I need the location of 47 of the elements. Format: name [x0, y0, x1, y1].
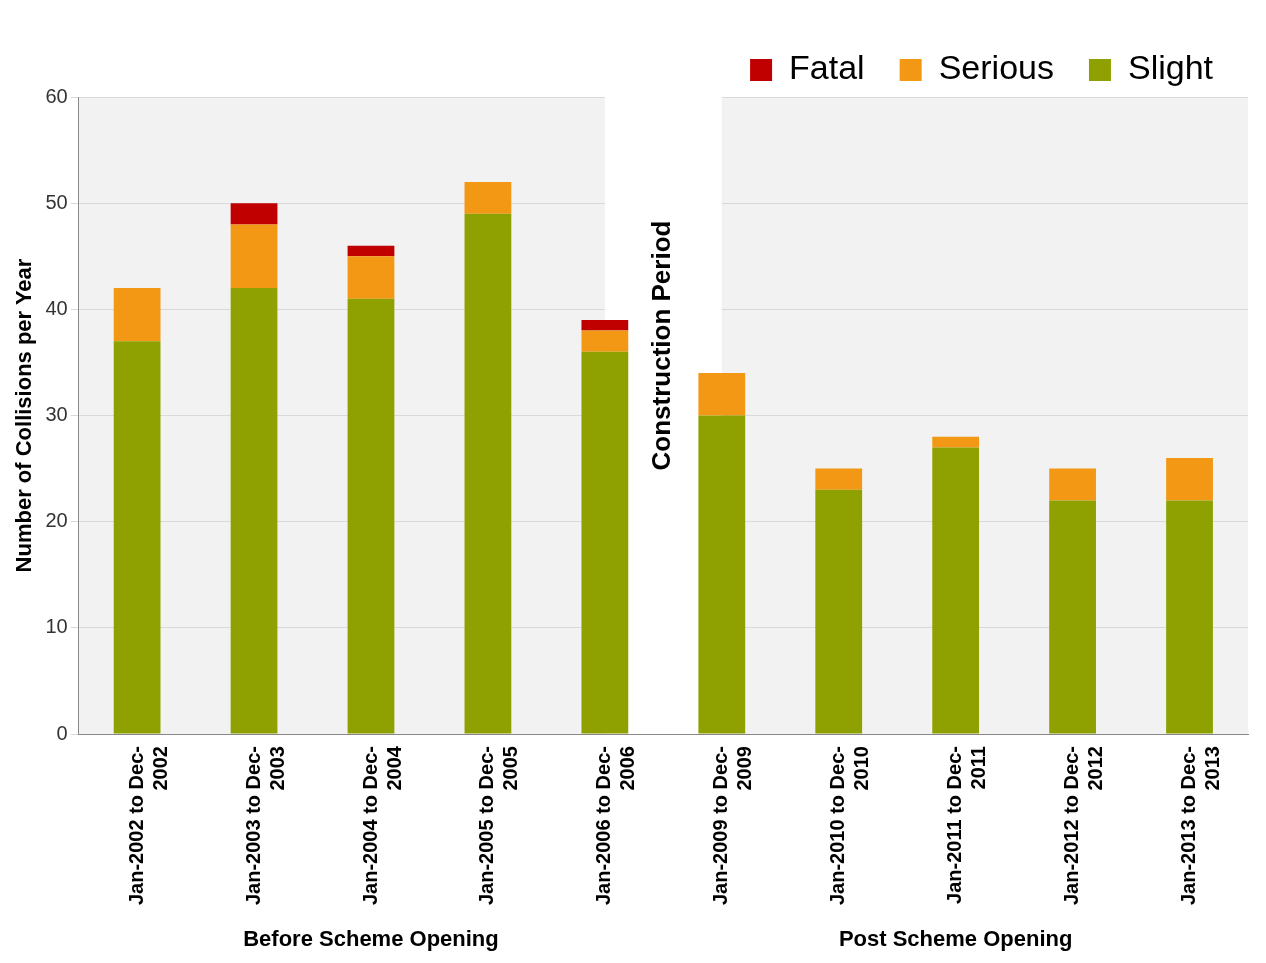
- bar: [698, 415, 746, 734]
- bar: [698, 373, 746, 416]
- bar: [932, 436, 980, 448]
- y-tick-label: 10: [45, 615, 68, 638]
- legend-label: Serious: [938, 48, 1054, 87]
- bar: [581, 319, 629, 331]
- bar: [230, 224, 278, 289]
- x-tick-label: Jan-2004 to Dec-2004: [358, 745, 405, 906]
- y-tick-label: 50: [45, 190, 68, 213]
- legend-label: Slight: [1127, 48, 1214, 87]
- x-tick-label: Jan-2003 to Dec-2003: [241, 746, 288, 906]
- x-tick-label: Jan-2009 to Dec-2009: [709, 746, 756, 906]
- bar: [230, 288, 278, 734]
- bar: [347, 298, 395, 734]
- bar: [581, 351, 629, 734]
- x-tick-label: Jan-2002 to Dec-2002: [124, 746, 171, 906]
- text: Before Scheme Opening: [243, 926, 499, 952]
- bar: [113, 341, 161, 734]
- y-tick-label: 0: [56, 721, 68, 744]
- bar: [113, 288, 161, 342]
- y-tick-label: 60: [45, 84, 68, 107]
- x-tick-label: Jan-2010 to Dec-2010: [826, 746, 873, 906]
- bar: [1049, 468, 1096, 501]
- x-tick-label: Jan-2006 to Dec-2006: [592, 746, 639, 906]
- bar: [464, 213, 512, 734]
- bar: [1049, 500, 1096, 734]
- bar: [815, 489, 863, 734]
- legend-label: Fatal: [789, 48, 865, 87]
- y-tick-label: 30: [45, 403, 68, 426]
- x-tick-label: Jan-2013 to Dec-2013: [1177, 746, 1224, 906]
- bar: [230, 203, 278, 225]
- band-label: Construction Period: [646, 220, 677, 471]
- bar: [1166, 457, 1213, 501]
- x-tick-label: Jan-2011 to Dec-2011: [943, 746, 990, 904]
- y-tick-label: 20: [45, 509, 68, 532]
- bar: [581, 330, 629, 352]
- bar: [932, 447, 980, 734]
- bar: [347, 256, 395, 299]
- bar: [1166, 500, 1213, 734]
- x-tick-label: Jan-2005 to Dec-2005: [475, 746, 522, 906]
- bar: [347, 245, 395, 257]
- x-tick-label: Jan-2012 to Dec-2012: [1060, 746, 1107, 906]
- y-tick-label: 40: [45, 296, 68, 319]
- bar: [464, 181, 512, 214]
- bar: [815, 468, 863, 490]
- text: Post Scheme Opening: [838, 926, 1073, 952]
- y-axis-title: Number of Collisions per Year: [11, 258, 37, 573]
